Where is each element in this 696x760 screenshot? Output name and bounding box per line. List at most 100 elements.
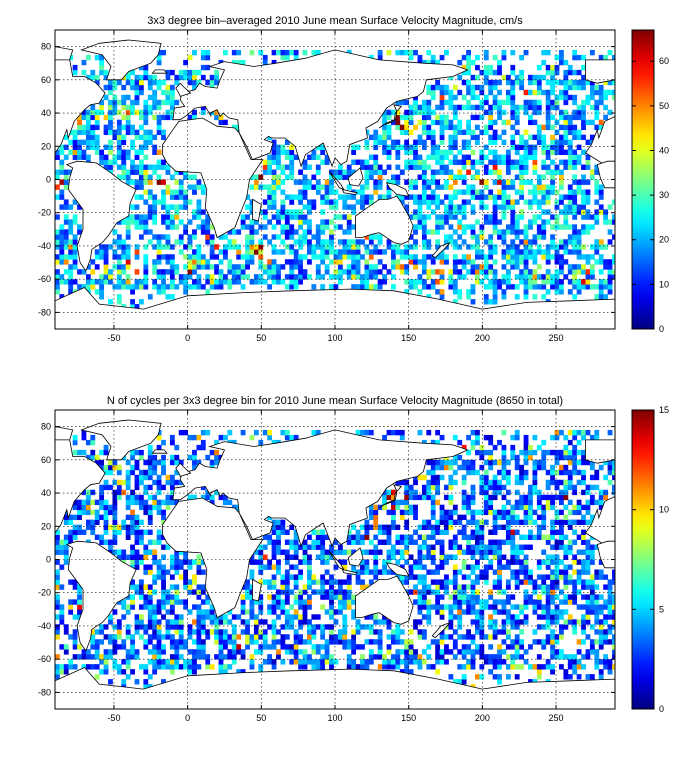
heatmap-cell [488, 264, 494, 270]
heatmap-cell [479, 154, 485, 160]
heatmap-cell [333, 594, 339, 600]
heatmap-cell [589, 174, 595, 180]
heatmap-cell [293, 629, 299, 635]
heatmap-cell [192, 264, 197, 270]
heatmap-cell [581, 539, 586, 545]
heatmap-cell [373, 129, 379, 136]
heatmap-cell [528, 509, 533, 516]
heatmap-cell [541, 519, 547, 526]
heatmap-cell [519, 579, 525, 585]
heatmap-cell [545, 189, 551, 195]
heatmap-cell [342, 194, 348, 200]
heatmap-cell [85, 54, 91, 61]
heatmap-cell [408, 114, 414, 121]
heatmap-cell [594, 249, 600, 255]
heatmap-cell [156, 159, 162, 165]
heatmap-cell [536, 284, 542, 290]
heatmap-cell [276, 549, 281, 555]
heatmap-cell [541, 74, 547, 81]
heatmap-cell [174, 99, 180, 106]
heatmap-cell [293, 599, 299, 605]
heatmap-cell [223, 254, 228, 260]
heatmap-cell [355, 574, 361, 580]
heatmap-cell [554, 214, 560, 220]
heatmap-cell [108, 159, 113, 165]
heatmap-cell [594, 99, 600, 106]
heatmap-cell [545, 104, 551, 111]
heatmap-cell [479, 189, 485, 195]
heatmap-cell [501, 239, 507, 245]
heatmap-cell [240, 604, 246, 610]
heatmap-cell [125, 594, 131, 600]
heatmap-cell [550, 74, 555, 81]
heatmap-cell [68, 149, 74, 155]
heatmap-cell [196, 204, 202, 210]
heatmap-cell [307, 574, 312, 580]
heatmap-cell [386, 239, 392, 245]
heatmap-cell [572, 619, 578, 625]
heatmap-cell [532, 164, 538, 170]
heatmap-cell [337, 274, 343, 280]
heatmap-cell [550, 184, 555, 190]
heatmap-cell [152, 219, 158, 225]
heatmap-cell [541, 249, 547, 255]
heatmap-cell [112, 79, 118, 86]
heatmap-cell [236, 59, 242, 66]
heatmap-cell [572, 659, 578, 665]
heatmap-cell [320, 159, 326, 165]
heatmap-cell [351, 149, 357, 155]
heatmap-cell [382, 124, 387, 131]
heatmap-cell [209, 264, 215, 270]
heatmap-cell [541, 514, 547, 521]
heatmap-cell [236, 274, 242, 280]
heatmap-cell [112, 229, 118, 235]
heatmap-cell [452, 589, 458, 595]
heatmap-cell [452, 544, 458, 550]
heatmap-cell [457, 594, 463, 600]
heatmap-cell [240, 264, 246, 270]
heatmap-cell [386, 129, 392, 136]
heatmap-cell [497, 659, 502, 665]
heatmap-cell [174, 599, 180, 605]
heatmap-cell [567, 194, 573, 200]
heatmap-cell [77, 514, 82, 521]
heatmap-cell [382, 619, 387, 625]
heatmap-cell [483, 579, 489, 585]
heatmap-cell [315, 224, 321, 230]
heatmap-cell [404, 519, 410, 526]
heatmap-cell [293, 529, 299, 535]
heatmap-cell [470, 224, 476, 230]
heatmap-cell [421, 519, 427, 526]
heatmap-cell [121, 104, 127, 111]
heatmap-cell [218, 274, 224, 280]
heatmap-cell [360, 204, 365, 210]
heatmap-cell [196, 624, 202, 630]
heatmap-cell [183, 69, 189, 76]
heatmap-cell [337, 629, 343, 635]
heatmap-cell [324, 194, 330, 200]
heatmap-cell [284, 229, 290, 235]
heatmap-cell [200, 614, 206, 620]
heatmap-cell [271, 149, 277, 155]
heatmap-cell [439, 119, 445, 126]
heatmap-cell [59, 664, 65, 670]
heatmap-cell [200, 584, 206, 590]
heatmap-cell [293, 609, 299, 615]
heatmap-cell [329, 654, 334, 660]
heatmap-cell [200, 64, 206, 71]
heatmap-cell [492, 54, 498, 61]
heatmap-cell [302, 174, 308, 180]
heatmap-cell [192, 664, 197, 670]
heatmap-cell [130, 169, 135, 175]
heatmap-cell [541, 664, 547, 670]
heatmap-cell [174, 284, 180, 290]
heatmap-cell [523, 154, 529, 160]
heatmap-cell [594, 639, 600, 645]
heatmap-cell [360, 279, 365, 285]
heatmap-cell [607, 264, 613, 270]
heatmap-cell [373, 549, 379, 555]
heatmap-cell [541, 209, 547, 215]
heatmap-cell [169, 204, 175, 210]
heatmap-cell [289, 249, 295, 255]
heatmap-cell [311, 664, 317, 670]
